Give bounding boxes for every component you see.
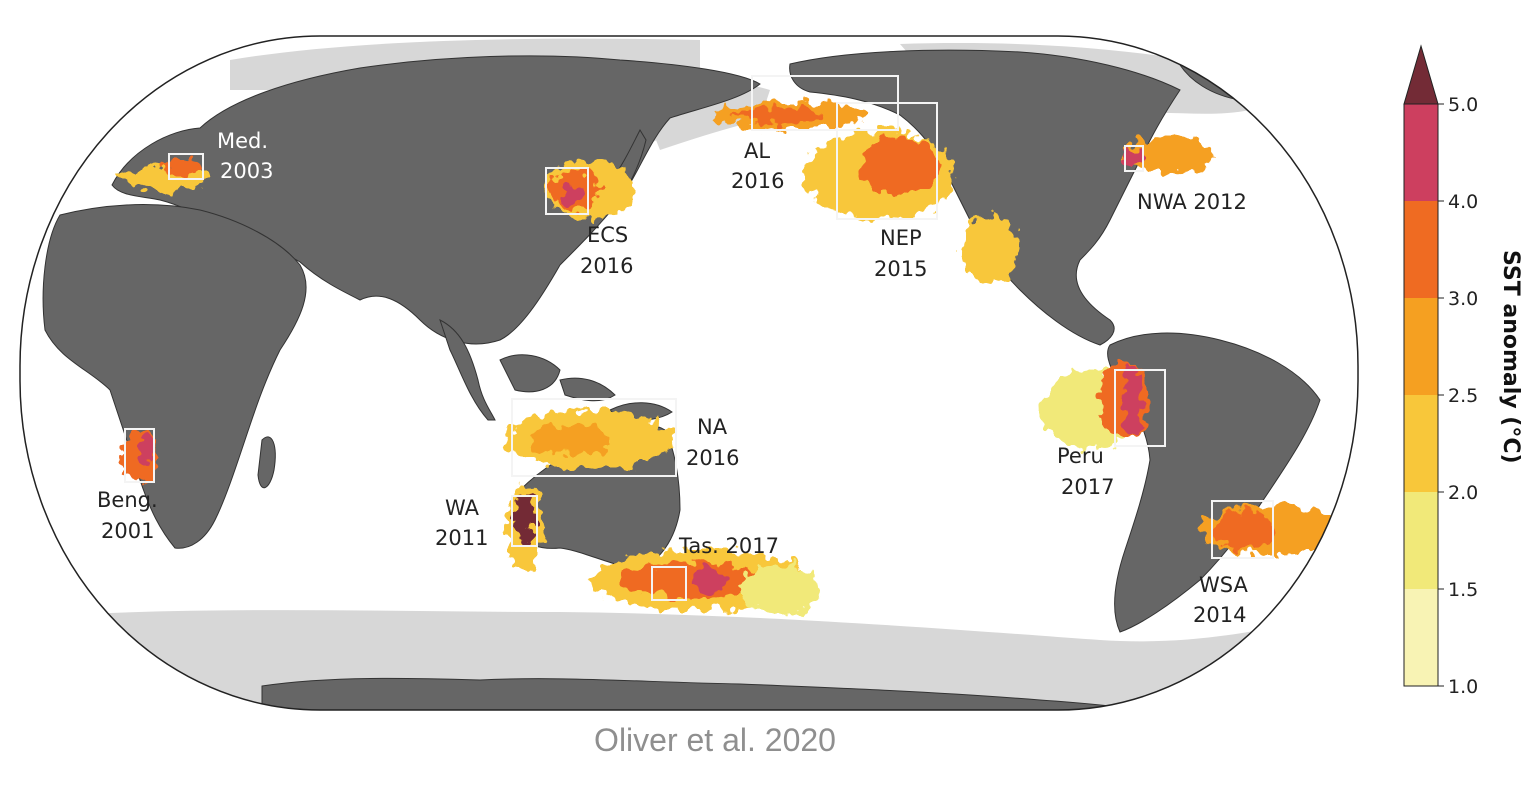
patch-na — [505, 410, 675, 470]
patch-al — [710, 101, 870, 129]
colorbar-tick-label: 2.5 — [1448, 385, 1478, 407]
label-ecs-year: 2016 — [580, 254, 633, 278]
globe-outline — [19, 35, 1359, 711]
colorbar: 1.0 1.5 2.0 2.5 3.0 4.0 5.0 SST anomaly … — [1403, 44, 1523, 698]
label-tas: Tas. 2017 — [678, 534, 779, 558]
southeast-asia — [439, 319, 496, 421]
colorbar-tick-label: 3.0 — [1448, 288, 1478, 310]
colorbar-bin-3-4 — [1404, 201, 1438, 298]
box-nwa — [1124, 145, 1144, 172]
label-al-name: AL — [744, 139, 770, 163]
colorbar-bin-2-2.5 — [1404, 395, 1438, 492]
colorbar-extend-max — [1403, 44, 1439, 105]
colorbar-tick-label: 5.0 — [1448, 94, 1478, 116]
label-nwa: NWA 2012 — [1137, 190, 1247, 214]
label-na-name: NA — [697, 415, 728, 439]
patch-nwa — [1125, 137, 1215, 173]
antarctica — [261, 677, 1151, 710]
colorbar-bin-1.5-2 — [1404, 492, 1438, 589]
label-wa-year: 2011 — [435, 526, 488, 550]
maritime-continent — [499, 354, 616, 402]
madagascar — [257, 436, 276, 488]
label-wa-name: WA — [445, 496, 480, 520]
box-na — [511, 398, 677, 477]
patch-wsa — [1200, 505, 1340, 555]
label-peru-name: Peru — [1057, 444, 1104, 468]
colorbar-bin-4-5 — [1404, 104, 1438, 201]
patch-med — [120, 160, 210, 190]
north-america — [789, 49, 1181, 346]
label-wsa-name: WSA — [1199, 573, 1248, 597]
sst-anomaly-patches — [120, 101, 1340, 615]
box-ecs — [545, 167, 589, 215]
box-peru — [1114, 369, 1166, 447]
patch-beng — [122, 427, 158, 483]
patch-tas — [590, 550, 820, 615]
box-med — [168, 153, 204, 180]
region-labels: Med. 2003 ECS 2016 AL 2016 NEP 2015 NWA … — [97, 129, 1248, 627]
region-boxes — [124, 75, 1274, 601]
label-nep-name: NEP — [880, 226, 922, 250]
label-al-year: 2016 — [731, 169, 784, 193]
africa — [42, 204, 307, 549]
patch-wa — [507, 485, 543, 575]
label-wsa-year: 2014 — [1193, 603, 1246, 627]
colorbar-tick-label: 1.0 — [1448, 676, 1478, 698]
colorbar-tick-label: 4.0 — [1448, 191, 1478, 213]
colorbar-tick-label: 2.0 — [1448, 482, 1478, 504]
figure-credit: Oliver et al. 2020 — [594, 722, 836, 758]
patch-nep — [805, 130, 1018, 285]
globe — [19, 35, 1359, 711]
colorbar-ticks — [1438, 103, 1444, 687]
box-wsa — [1211, 500, 1274, 559]
label-med-name: Med. — [217, 129, 268, 153]
label-med-year: 2003 — [220, 159, 273, 183]
box-wa — [511, 495, 538, 547]
label-nep-year: 2015 — [874, 257, 927, 281]
label-na-year: 2016 — [686, 446, 739, 470]
label-ecs-name: ECS — [587, 223, 628, 247]
label-beng-year: 2001 — [101, 519, 154, 543]
colorbar-bin-2.5-3 — [1404, 298, 1438, 395]
colorbar-bin-1-1.5 — [1404, 589, 1438, 686]
label-beng-name: Beng. — [97, 488, 158, 512]
colorbar-title: SST anomaly (°C) — [1498, 250, 1523, 464]
south-america — [1107, 332, 1321, 633]
box-nep — [836, 102, 938, 220]
box-beng — [124, 428, 155, 483]
box-tas — [651, 566, 687, 601]
colorbar-tick-label: 1.5 — [1448, 579, 1478, 601]
label-peru-year: 2017 — [1061, 475, 1114, 499]
